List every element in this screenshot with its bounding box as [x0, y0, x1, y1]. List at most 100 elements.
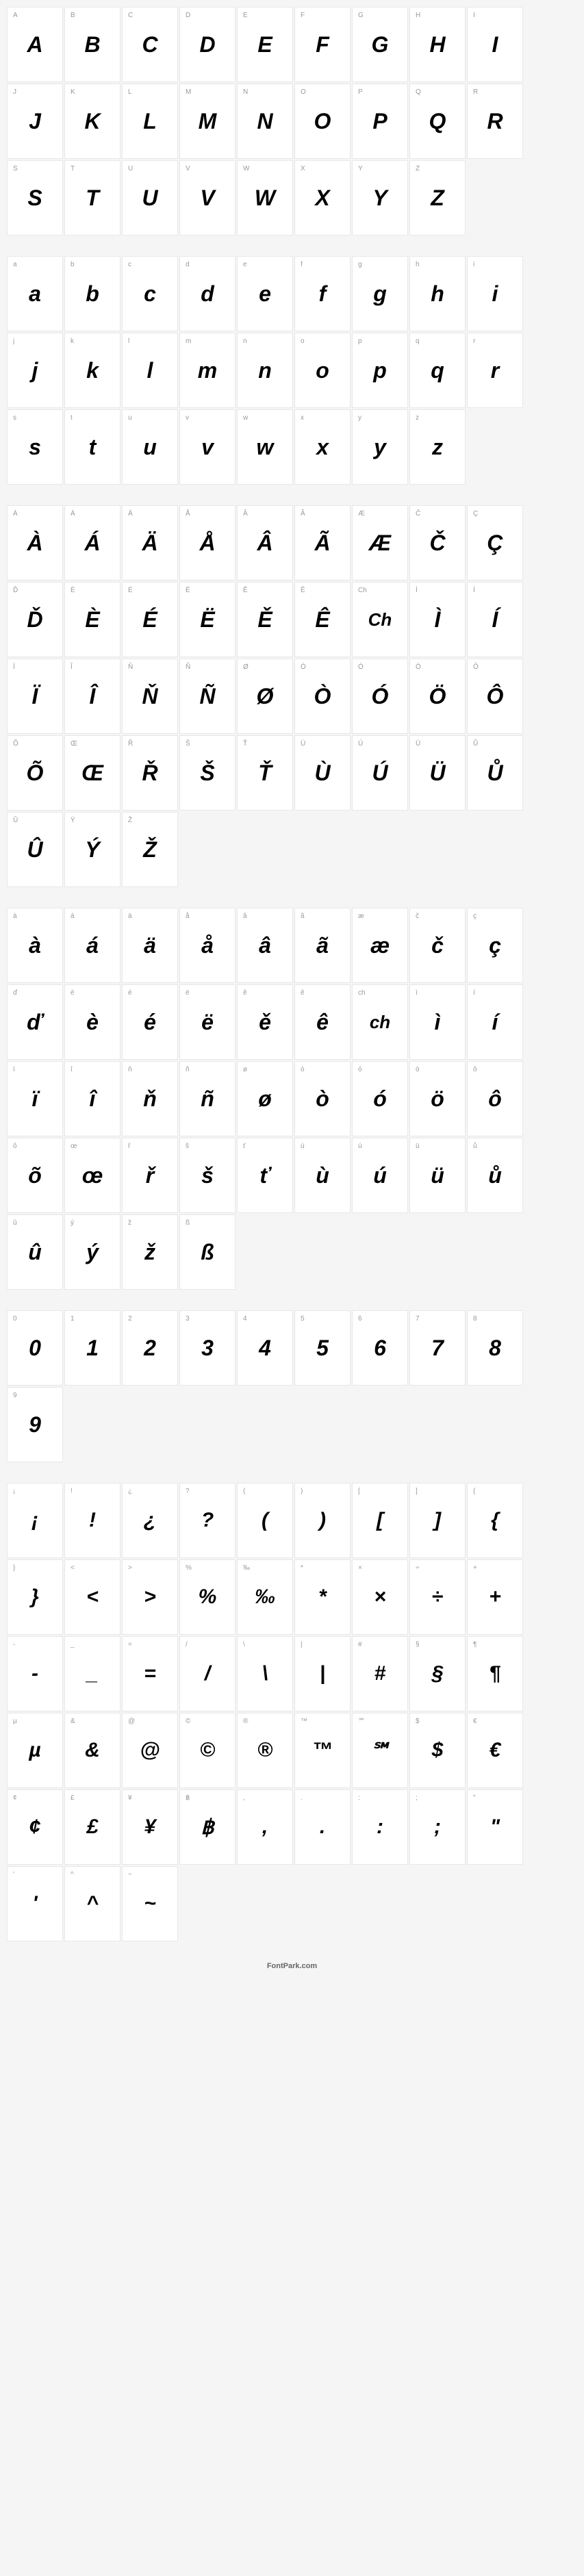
glyph-display: [ — [377, 1509, 383, 1532]
glyph-cell: èè — [64, 984, 120, 1060]
glyph-cell: >> — [122, 1559, 178, 1635]
glyph-display: Â — [257, 531, 272, 556]
glyph-cell: WW — [237, 160, 293, 235]
glyph-cell: ## — [352, 1636, 408, 1711]
glyph-label: u — [128, 414, 132, 422]
glyph-cell: mm — [179, 333, 236, 408]
glyph-label: à — [13, 913, 17, 920]
glyph-cell: ii — [467, 256, 523, 331]
glyph-cell: šš — [179, 1138, 236, 1213]
glyph-cell: && — [64, 1713, 120, 1788]
glyph-label: H — [416, 12, 420, 19]
glyph-label: 7 — [416, 1315, 420, 1323]
glyph-label: £ — [71, 1794, 75, 1802]
glyph-label: ¶ — [473, 1641, 477, 1648]
glyph-display: A — [27, 32, 42, 58]
glyph-label: ď — [13, 989, 17, 997]
glyph-cell: ßß — [179, 1214, 236, 1290]
glyph-label: [ — [358, 1488, 360, 1495]
glyph-display: C — [142, 32, 157, 58]
glyph-display: E — [257, 32, 272, 58]
glyph-cell: '' — [7, 1866, 63, 1941]
glyph-label: 1 — [71, 1315, 75, 1323]
glyph-display: O — [314, 109, 331, 134]
glyph-cell: ŤŤ — [237, 735, 293, 811]
glyph-cell: ŽŽ — [122, 812, 178, 887]
glyph-cell: 55 — [294, 1310, 351, 1386]
glyph-label: í — [473, 989, 475, 997]
glyph-label: \ — [243, 1641, 245, 1648]
glyph-label: ] — [416, 1488, 418, 1495]
glyph-label: © — [186, 1718, 190, 1725]
glyph-cell: HH — [409, 7, 466, 82]
glyph-label: Y — [358, 165, 363, 173]
glyph-label: j — [13, 337, 14, 345]
glyph-cell: || — [294, 1636, 351, 1711]
glyph-display: d — [201, 281, 214, 307]
glyph-display: y — [374, 435, 386, 460]
glyph-label: I — [473, 12, 475, 19]
glyph-label: ï — [13, 1066, 15, 1073]
glyph-display: ì — [435, 1010, 441, 1035]
glyph-display: Š — [200, 761, 214, 786]
section-lowercase-accented: ààááääååââããææččççďďèèééëëěěêêchchììííïï… — [7, 908, 577, 1290]
glyph-display: Ì — [435, 607, 441, 633]
glyph-label: Ù — [301, 740, 305, 748]
glyph-cell: ÇÇ — [467, 505, 523, 581]
glyph-cell: ññ — [179, 1061, 236, 1136]
glyph-cell: ~~ — [122, 1866, 178, 1941]
glyph-display: I — [492, 32, 498, 58]
glyph-label: ¿ — [128, 1488, 132, 1495]
glyph-label: ç — [473, 913, 477, 920]
glyph-display: ê — [316, 1010, 329, 1035]
glyph-label: # — [358, 1641, 362, 1648]
glyph-cell: éé — [122, 984, 178, 1060]
glyph-label: S — [13, 165, 18, 173]
glyph-cell: FF — [294, 7, 351, 82]
glyph-display: , — [262, 1815, 268, 1839]
glyph-cell: ,, — [237, 1789, 293, 1865]
glyph-display: Y — [372, 186, 387, 211]
section-uppercase-accented: ÀÀÁÁÄÄÅÅÂÂÃÃÆÆČČÇÇĎĎÈÈÉÉËËĚĚÊÊChChÌÌÍÍÏÏ… — [7, 505, 577, 887]
glyph-display: Œ — [81, 761, 103, 786]
glyph-label: r — [473, 337, 475, 345]
glyph-cell: ãã — [294, 908, 351, 983]
glyph-cell: ÍÍ — [467, 582, 523, 657]
glyph-display: ~ — [144, 1892, 156, 1915]
glyph-label: k — [71, 337, 74, 345]
glyph-cell: ĎĎ — [7, 582, 63, 657]
glyph-cell: ?? — [179, 1483, 236, 1558]
glyph-label: Î — [71, 663, 73, 671]
glyph-cell: NN — [237, 84, 293, 159]
glyph-label: G — [358, 12, 364, 19]
glyph-display: x — [316, 435, 329, 460]
glyph-cell: hh — [409, 256, 466, 331]
glyph-label: Ö — [416, 663, 421, 671]
glyph-cell: ‰‰ — [237, 1559, 293, 1635]
glyph-display: m — [198, 358, 217, 383]
glyph-display: ; — [434, 1815, 441, 1839]
section-uppercase: AABBCCDDEEFFGGHHIIJJKKLLMMNNOOPPQQRRSSTT… — [7, 7, 577, 235]
glyph-cell: ©© — [179, 1713, 236, 1788]
glyph-display: T — [86, 186, 99, 211]
glyph-label: c — [128, 261, 131, 268]
glyph-label: Ť — [243, 740, 247, 748]
glyph-cell: yy — [352, 409, 408, 485]
glyph-display: Æ — [369, 531, 391, 556]
glyph-cell: qq — [409, 333, 466, 408]
glyph-cell: îî — [64, 1061, 120, 1136]
glyph-cell: vv — [179, 409, 236, 485]
glyph-cell: žž — [122, 1214, 178, 1290]
glyph-display: S — [27, 186, 42, 211]
glyph-label: L — [128, 88, 132, 96]
glyph-cell: // — [179, 1636, 236, 1711]
glyph-display: ý — [86, 1240, 99, 1265]
glyph-display: ě — [259, 1010, 271, 1035]
glyph-cell: !! — [64, 1483, 120, 1558]
glyph-label: | — [301, 1641, 303, 1648]
glyph-cell: ýý — [64, 1214, 120, 1290]
glyph-cell: CC — [122, 7, 178, 82]
glyph-display: š — [201, 1163, 214, 1188]
glyph-label: ¢ — [13, 1794, 17, 1802]
glyph-label: C — [128, 12, 133, 19]
